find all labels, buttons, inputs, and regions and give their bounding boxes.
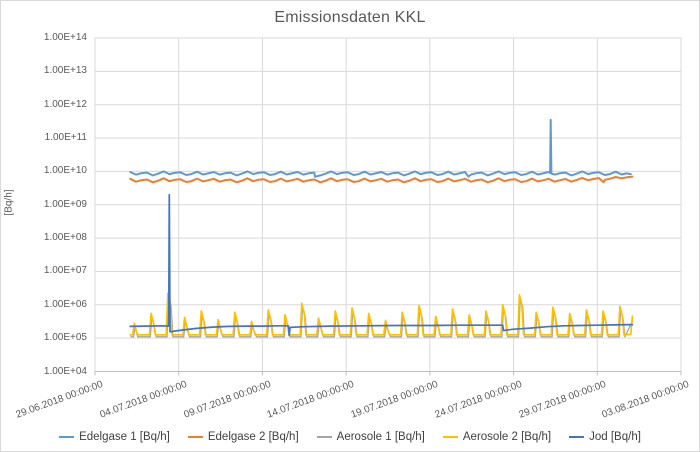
y-tick-label: 1.00E+08	[43, 232, 87, 244]
y-tick-label: 1.00E+12	[43, 98, 87, 110]
y-tick-label: 1.00E+13	[43, 65, 87, 77]
chart-title: Emissionsdaten KKL	[274, 9, 426, 26]
y-tick-label: 1.00E+09	[43, 198, 87, 210]
legend-label: Edelgase 1 [Bq/h]	[79, 431, 170, 443]
y-tick-label: 1.00E+14	[43, 32, 87, 43]
legend: Edelgase 1 [Bq/h] Edelgase 2 [Bq/h] Aero…	[1, 431, 699, 443]
legend-item-aerosole-1: Aerosole 1 [Bq/h]	[316, 431, 425, 443]
legend-item-jod: Jod [Bq/h]	[569, 431, 641, 443]
legend-line-swatch-edelgase-1	[59, 436, 75, 438]
y-tick-label: 1.00E+04	[43, 365, 87, 377]
legend-label: Aerosole 1 [Bq/h]	[336, 431, 425, 443]
series-line-3	[129, 292, 634, 336]
legend-item-edelgase-2: Edelgase 2 [Bq/h]	[187, 431, 299, 443]
legend-item-edelgase-1: Edelgase 1 [Bq/h]	[59, 431, 170, 443]
legend-line-swatch-aerosole-1	[316, 436, 332, 438]
series-line-0	[129, 118, 632, 178]
y-tick-label: 1.00E+11	[44, 132, 87, 144]
legend-item-aerosole-2: Aerosole 2 [Bq/h]	[442, 431, 552, 443]
y-tick-label: 1.00E+06	[43, 298, 87, 310]
legend-label: Aerosole 2 [Bq/h]	[462, 431, 552, 443]
legend-label: Edelgase 2 [Bq/h]	[207, 431, 299, 443]
legend-line-swatch-jod	[569, 436, 585, 438]
y-tick-label: 1.00E+07	[43, 265, 87, 277]
series-line-2	[130, 295, 634, 338]
series-line-1	[129, 175, 634, 184]
series-line-4	[129, 193, 634, 337]
y-tick-label: 1.00E+10	[43, 165, 87, 177]
legend-line-swatch-edelgase-2	[187, 436, 203, 438]
legend-line-swatch-aerosole-2	[442, 436, 458, 438]
legend-label: Jod [Bq/h]	[589, 431, 641, 443]
y-tick-label: 1.00E+05	[43, 332, 87, 344]
